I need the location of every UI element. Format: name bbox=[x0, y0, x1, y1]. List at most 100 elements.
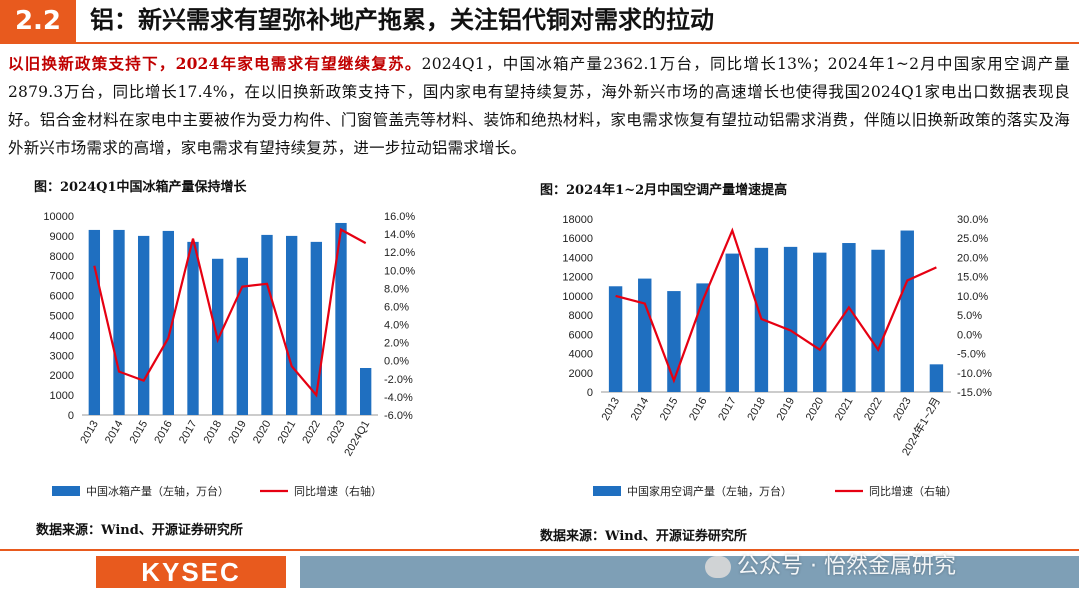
bar-2022 bbox=[310, 241, 323, 415]
y-right-tick-label: 0.0% bbox=[957, 329, 982, 341]
bar-2020 bbox=[813, 252, 827, 392]
y-right-tick-label: 5.0% bbox=[957, 310, 982, 322]
y-left-tick-label: 4000 bbox=[50, 330, 74, 342]
y-right-tick-label: -15.0% bbox=[957, 387, 992, 399]
x-tick-label: 2014 bbox=[103, 419, 126, 446]
y-left-tick-label: 3000 bbox=[50, 350, 74, 362]
bar-2019 bbox=[236, 257, 249, 415]
ac-production-chart: 0 2000 4000 6000 8000 10000 12000 14000 16000 180… bbox=[562, 214, 992, 498]
x-tick-label: 2016 bbox=[152, 419, 175, 446]
y-left-tick-label: 10000 bbox=[562, 291, 593, 303]
bar-2015 bbox=[667, 291, 681, 392]
bar-2023 bbox=[335, 222, 347, 415]
bar-2024年1~2月 bbox=[929, 364, 944, 392]
kysec-logo: KYSEC bbox=[96, 556, 286, 588]
y-right-tick-label: 12.0% bbox=[384, 247, 415, 259]
legend-line-label: 同比增速（右轴） bbox=[294, 484, 382, 498]
y-left-tick-label: 2000 bbox=[569, 368, 593, 380]
y-left-tick-label: 7000 bbox=[50, 271, 74, 283]
legend-bar-swatch bbox=[52, 486, 80, 496]
y-right-tick-label: 10.0% bbox=[957, 291, 988, 303]
y-right-tick-label: 6.0% bbox=[384, 301, 409, 313]
y-right-tick-label: -4.0% bbox=[384, 392, 413, 404]
y-right-tick-label: -2.0% bbox=[384, 374, 413, 386]
y-right-tick-label: 14.0% bbox=[384, 229, 415, 241]
footer-bar bbox=[300, 556, 1079, 588]
legend-bar-label: 中国冰箱产量（左轴，万台） bbox=[86, 484, 229, 498]
chart2-source: 数据来源：Wind、开源证券研究所 bbox=[540, 529, 747, 544]
x-tick-label: 2016 bbox=[687, 396, 710, 423]
x-tick-label: 2018 bbox=[202, 419, 225, 446]
y-right-tick-label: 16.0% bbox=[384, 211, 415, 223]
chart1-title: 图：2024Q1中国冰箱产量保持增长 bbox=[34, 180, 247, 195]
x-tick-label: 2015 bbox=[128, 419, 151, 446]
y-left-tick-label: 6000 bbox=[50, 291, 74, 303]
x-tick-label: 2020 bbox=[804, 396, 827, 423]
x-tick-label: 2013 bbox=[600, 396, 623, 423]
bar-2013 bbox=[608, 286, 623, 392]
y-left-tick-label: 8000 bbox=[50, 251, 74, 263]
bar-2013 bbox=[88, 229, 101, 415]
body-paragraph: 以旧换新政策支持下，2024年家电需求有望继续复苏。2024Q1，中国冰箱产量2… bbox=[8, 50, 1070, 162]
y-right-tick-label: 2.0% bbox=[384, 338, 409, 350]
bar-2017 bbox=[725, 253, 739, 392]
x-tick-label: 2019 bbox=[775, 396, 798, 423]
x-tick-label: 2021 bbox=[276, 419, 299, 446]
fridge-production-chart: 0 1000 2000 3000 4000 5000 6000 7000 8000 9000 100… bbox=[43, 211, 415, 498]
bar-2024Q1 bbox=[359, 367, 372, 415]
x-tick-label: 2023 bbox=[891, 396, 914, 423]
y-right-tick-label: 0.0% bbox=[384, 356, 409, 368]
bar-2014 bbox=[638, 278, 652, 392]
watermark: 公众号 · 怡然金属研究 bbox=[705, 548, 956, 580]
bar-2020 bbox=[261, 234, 273, 415]
x-tick-label: 2017 bbox=[716, 396, 739, 423]
y-right-tick-label: -5.0% bbox=[957, 349, 986, 361]
watermark-text: 公众号 · 怡然金属研究 bbox=[737, 554, 956, 579]
chart1-source: 数据来源：Wind、开源证券研究所 bbox=[36, 523, 243, 538]
body-text: 2024Q1，中国冰箱产量2362.1万台，同比增长13%；2024年1~2月中… bbox=[8, 55, 1070, 157]
x-tick-label: 2020 bbox=[251, 419, 274, 446]
y-left-tick-label: 12000 bbox=[562, 272, 593, 284]
y-left-tick-label: 2000 bbox=[50, 370, 74, 382]
y-left-tick-label: 16000 bbox=[562, 233, 593, 245]
x-tick-label: 2018 bbox=[745, 396, 768, 423]
bar-2014 bbox=[113, 229, 125, 415]
y-right-tick-label: 25.0% bbox=[957, 233, 988, 245]
legend-bar-swatch bbox=[593, 486, 621, 496]
x-tick-label: 2021 bbox=[833, 396, 856, 423]
bar-2015 bbox=[137, 235, 150, 415]
y-left-tick-label: 1000 bbox=[50, 390, 74, 402]
footer-divider bbox=[0, 549, 1079, 551]
bar-2016 bbox=[162, 230, 175, 415]
x-tick-label: 2022 bbox=[300, 419, 323, 446]
y-right-tick-label: 15.0% bbox=[957, 272, 988, 284]
bar-2021 bbox=[842, 243, 856, 392]
bar-2023 bbox=[900, 230, 914, 392]
page-title: 铝：新兴需求有望弥补地产拖累，关注铝代铜对需求的拉动 bbox=[90, 5, 714, 34]
x-tick-label: 2013 bbox=[78, 419, 101, 446]
x-tick-label: 2014 bbox=[629, 396, 652, 423]
header: 2.2 铝：新兴需求有望弥补地产拖累，关注铝代铜对需求的拉动 bbox=[0, 0, 1079, 44]
y-right-tick-label: -10.0% bbox=[957, 368, 992, 380]
legend-bar-label: 中国家用空调产量（左轴，万台） bbox=[627, 484, 792, 498]
y-right-tick-label: 4.0% bbox=[384, 320, 409, 332]
y-right-tick-label: -6.0% bbox=[384, 410, 413, 422]
y-left-tick-label: 9000 bbox=[50, 231, 74, 243]
header-divider bbox=[0, 42, 1079, 44]
y-left-tick-label: 5000 bbox=[50, 311, 74, 323]
legend-line-label: 同比增速（右轴） bbox=[869, 484, 957, 498]
y-left-tick-label: 10000 bbox=[43, 211, 74, 223]
chart2-title: 图：2024年1~2月中国空调产量增速提高 bbox=[540, 183, 788, 198]
y-left-tick-label: 18000 bbox=[562, 214, 593, 226]
y-left-tick-label: 0 bbox=[68, 410, 74, 422]
yoy-growth-line bbox=[93, 227, 367, 398]
bar-2021 bbox=[285, 235, 298, 415]
bar-2017 bbox=[187, 241, 199, 415]
x-tick-label: 2019 bbox=[226, 419, 249, 446]
wechat-icon bbox=[705, 556, 731, 578]
y-left-tick-label: 0 bbox=[587, 387, 593, 399]
highlight-text: 以旧换新政策支持下，2024年家电需求有望继续复苏。 bbox=[8, 54, 422, 73]
x-tick-label: 2023 bbox=[325, 419, 348, 446]
x-tick-label: 2015 bbox=[658, 396, 681, 423]
y-left-tick-label: 14000 bbox=[562, 252, 593, 264]
